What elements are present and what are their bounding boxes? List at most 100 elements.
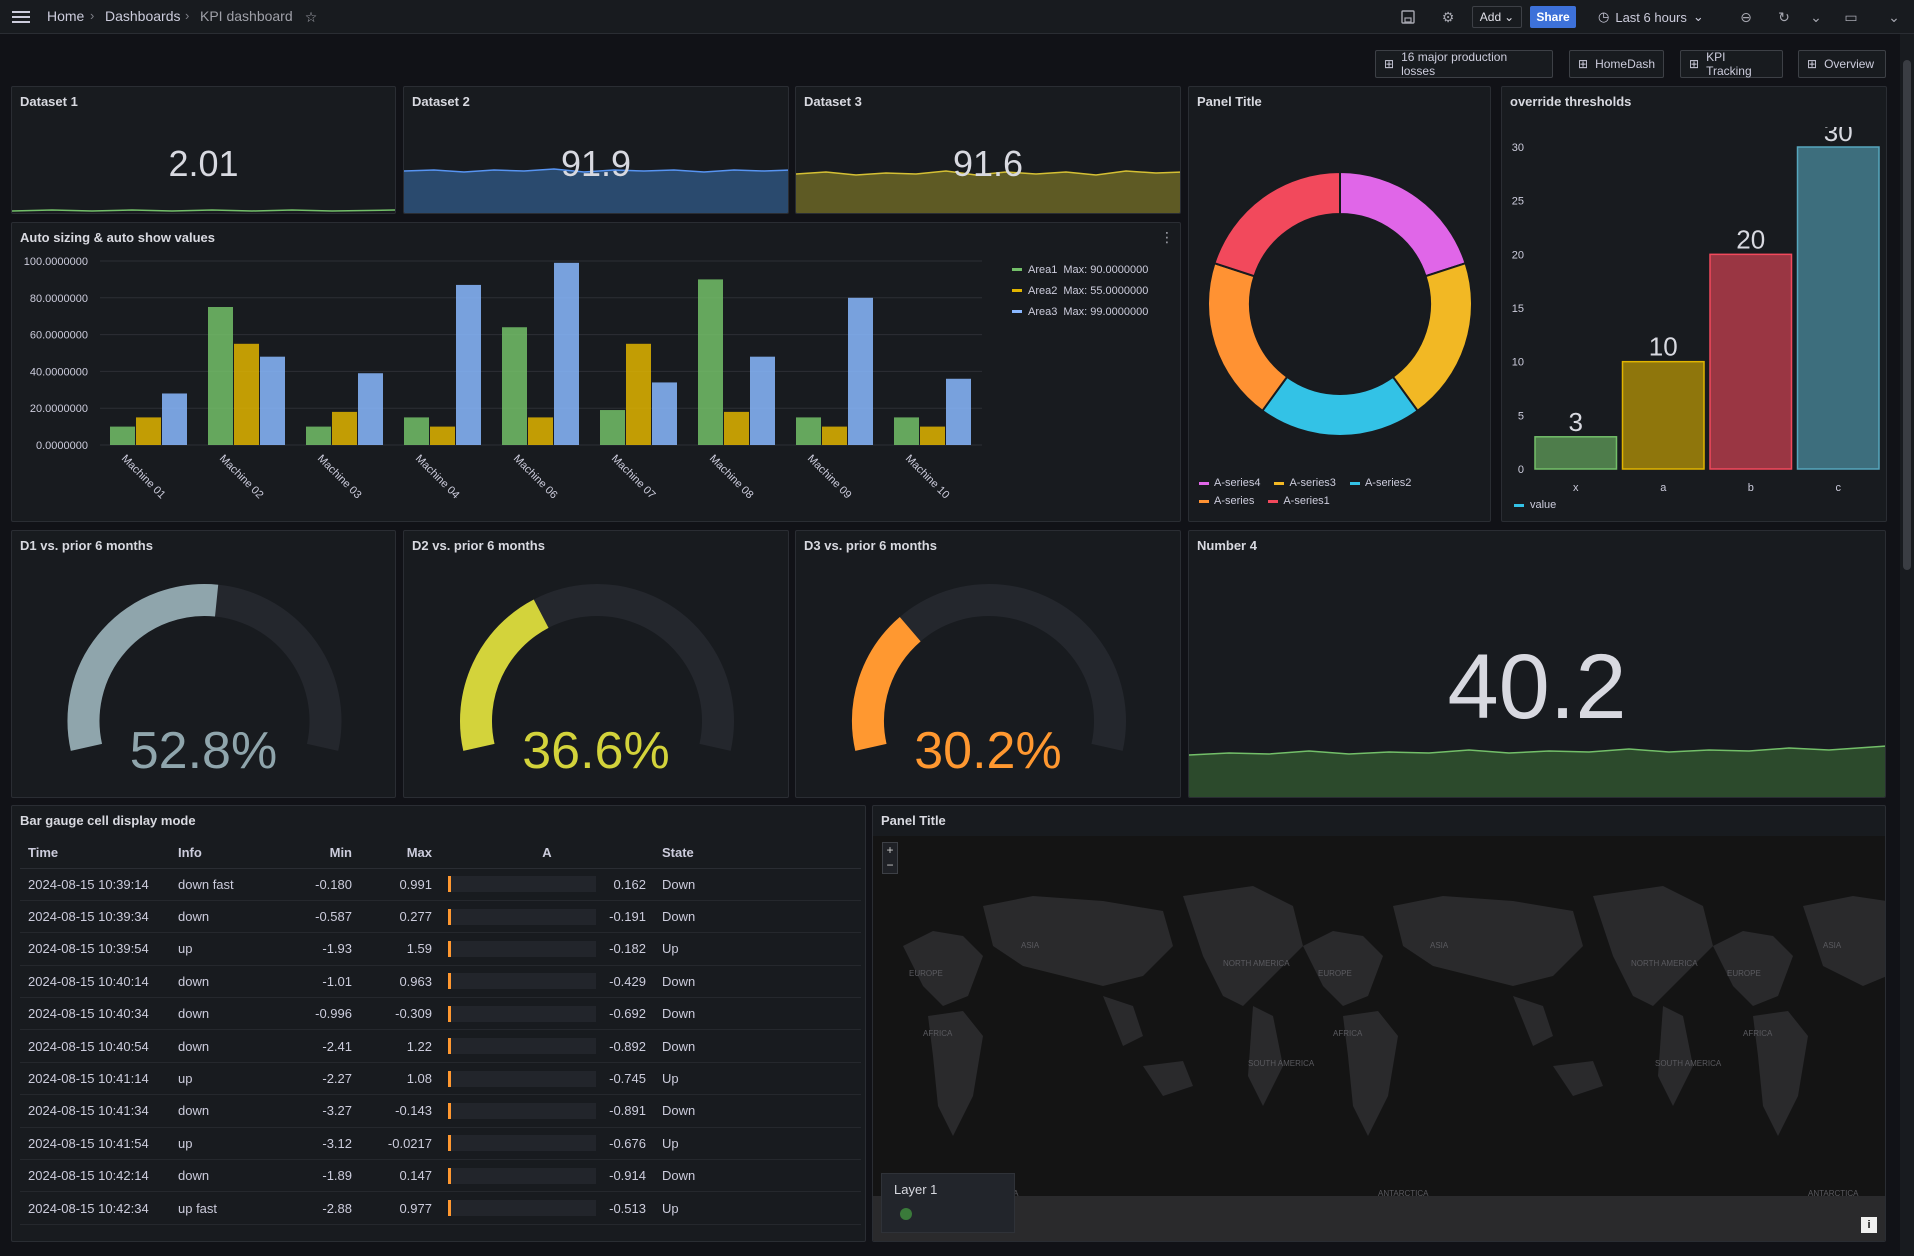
bar-area1[interactable] — [698, 279, 723, 445]
info-icon[interactable]: i — [1861, 1217, 1877, 1233]
gauge-panel-d1[interactable]: D1 vs. prior 6 months 52.8% — [11, 530, 396, 798]
legend-item[interactable]: A-series4 — [1199, 477, 1260, 489]
donut-slice-a-series3[interactable] — [1391, 261, 1473, 413]
table-row[interactable]: 2024-08-15 10:39:34 down -0.587 0.277 -0.191… — [20, 900, 861, 934]
col-info[interactable]: Info — [170, 838, 260, 869]
donut-panel[interactable]: Panel Title A-series4 A-series3 A-series… — [1188, 86, 1491, 522]
table-row[interactable]: 2024-08-15 10:41:54 up -3.12 -0.0217 -0.676 U… — [20, 1127, 861, 1161]
donut-slice-a-series4[interactable] — [1339, 170, 1467, 278]
breadcrumb-dashboards[interactable]: Dashboards — [105, 8, 181, 24]
bar-area1[interactable] — [600, 410, 625, 445]
chevron-down-icon[interactable]: ⌄ — [1888, 8, 1900, 25]
stat-panel-dataset-2[interactable]: Dataset 2 91.9 — [403, 86, 789, 214]
refresh-icon[interactable]: ↻ — [1778, 8, 1790, 25]
legend-item[interactable]: A-series — [1199, 495, 1254, 507]
threshold-bar[interactable] — [1709, 253, 1793, 470]
col-min[interactable]: Min — [260, 838, 360, 869]
table-row[interactable]: 2024-08-15 10:40:54 down -2.41 1.22 -0.892 Do… — [20, 1029, 861, 1063]
legend-item[interactable]: A-series1 — [1268, 495, 1330, 507]
bar-area3[interactable] — [260, 356, 285, 445]
threshold-bar[interactable] — [1796, 146, 1880, 470]
table-row[interactable]: 2024-08-15 10:42:14 down -1.89 0.147 -0.914 D… — [20, 1159, 861, 1193]
donut-slice-a-series1[interactable] — [1213, 170, 1341, 278]
legend-item[interactable]: Area2 Max: 55.0000000 — [1012, 280, 1148, 301]
table-row[interactable]: 2024-08-15 10:40:34 down -0.996 -0.309 -0.69… — [20, 997, 861, 1031]
add-button[interactable]: Add ⌄ — [1472, 6, 1522, 28]
scrollbar-thumb[interactable] — [1903, 60, 1911, 570]
bar-area3[interactable] — [946, 378, 971, 445]
dashboard-link-homedash[interactable]: ⊞ HomeDash — [1569, 50, 1664, 78]
share-button[interactable]: Share — [1530, 6, 1576, 28]
bar-area3[interactable] — [652, 382, 677, 445]
bar-area1[interactable] — [894, 417, 919, 445]
override-thresholds-panel[interactable]: override thresholds 30 25 20 15 10 5 0 3 x 10 a 20 b… — [1501, 86, 1887, 522]
bar-gauge-table-panel[interactable]: Bar gauge cell display mode Time Info Mi… — [11, 805, 866, 1242]
table-row[interactable]: 2024-08-15 10:41:34 down -3.27 -0.143 -0.891… — [20, 1094, 861, 1128]
donut-slice-a-series2[interactable] — [1261, 375, 1419, 437]
save-icon[interactable] — [1397, 6, 1419, 28]
map-panel[interactable]: Panel Title EUROPE — [872, 805, 1886, 1242]
bar-gauge — [448, 1102, 596, 1119]
bar-area2[interactable] — [332, 411, 357, 445]
col-a[interactable]: A — [440, 838, 654, 869]
legend-item[interactable]: Area1 Max: 90.0000000 — [1012, 259, 1148, 280]
x-tick-label: Machine 01 — [119, 453, 168, 502]
bar-area2[interactable] — [136, 417, 161, 445]
time-range-picker[interactable]: ◷ Last 6 hours ⌄ — [1598, 6, 1758, 28]
bar-area1[interactable] — [796, 417, 821, 445]
bar-area2[interactable] — [724, 411, 749, 445]
table-row[interactable]: 2024-08-15 10:39:54 up -1.93 1.59 -0.182 Up — [20, 932, 861, 966]
dashboard-link-overview[interactable]: ⊞ Overview — [1798, 50, 1886, 78]
bar-area1[interactable] — [502, 327, 527, 445]
bar-area1[interactable] — [306, 426, 331, 445]
legend-item[interactable]: A-series2 — [1349, 477, 1411, 489]
bar-area3[interactable] — [456, 284, 481, 445]
bar-area2[interactable] — [430, 426, 455, 445]
bar-area3[interactable] — [358, 373, 383, 445]
bar-area2[interactable] — [626, 343, 651, 445]
bar-area3[interactable] — [848, 297, 873, 445]
bar-area1[interactable] — [110, 426, 135, 445]
col-time[interactable]: Time — [20, 838, 170, 869]
gauge-panel-d3[interactable]: D3 vs. prior 6 months 30.2% — [795, 530, 1181, 798]
world-map[interactable]: EUROPE ASIA AFRICA NORTH AMERICA SOUTH A… — [873, 836, 1886, 1242]
number4-panel[interactable]: Number 4 40.2 — [1188, 530, 1886, 798]
stat-panel-dataset-3[interactable]: Dataset 3 91.6 — [795, 86, 1181, 214]
threshold-bar[interactable] — [1621, 360, 1705, 470]
bar-area1[interactable] — [208, 307, 233, 445]
legend-item[interactable]: Area3 Max: 99.0000000 — [1012, 301, 1148, 322]
bar-area1[interactable] — [404, 417, 429, 445]
table-row[interactable]: 2024-08-15 10:40:14 down -1.01 0.963 -0.429 D… — [20, 965, 861, 999]
bar-area3[interactable] — [554, 262, 579, 445]
table-row[interactable]: 2024-08-15 10:39:14 down fast -0.180 0.991 0… — [20, 868, 861, 901]
gauge-panel-d2[interactable]: D2 vs. prior 6 months 36.6% — [403, 530, 789, 798]
bar-area2[interactable] — [920, 426, 945, 445]
star-icon[interactable]: ☆ — [304, 8, 318, 25]
donut-slice-a-series[interactable] — [1207, 261, 1289, 413]
menu-icon[interactable] — [10, 6, 32, 28]
chevron-down-icon[interactable]: ⌄ — [1810, 8, 1822, 25]
gear-icon[interactable]: ⚙ — [1441, 8, 1455, 25]
col-state[interactable]: State — [654, 838, 861, 869]
bar-area2[interactable] — [234, 343, 259, 445]
stat-panel-dataset-1[interactable]: Dataset 1 2.01 — [11, 86, 396, 214]
bar-area3[interactable] — [162, 393, 187, 445]
bar-area3[interactable] — [750, 356, 775, 445]
bar-area2[interactable] — [528, 417, 553, 445]
tv-mode-icon[interactable]: ▭ — [1844, 8, 1858, 25]
zoom-out-button[interactable]: − — [886, 858, 894, 872]
bar-chart-panel[interactable]: Auto sizing & auto show values ⋮ 100.000… — [11, 222, 1181, 522]
bar-area2[interactable] — [822, 426, 847, 445]
breadcrumb-home[interactable]: Home — [47, 8, 85, 24]
dashboard-link-production-losses[interactable]: ⊞ 16 major production losses — [1375, 50, 1553, 78]
legend-item[interactable]: value — [1514, 499, 1556, 511]
zoom-in-button[interactable]: + — [886, 843, 894, 857]
threshold-bar[interactable] — [1534, 436, 1618, 470]
panel-menu-icon[interactable]: ⋮ — [1160, 229, 1174, 245]
table-row[interactable]: 2024-08-15 10:41:14 up -2.27 1.08 -0.745 Up — [20, 1062, 861, 1096]
dashboard-link-kpi-tracking[interactable]: ⊞ KPI Tracking — [1680, 50, 1783, 78]
zoom-out-icon[interactable]: ⊖ — [1740, 8, 1752, 25]
table-row[interactable]: 2024-08-15 10:42:34 up fast -2.88 0.977 -0.5… — [20, 1191, 861, 1225]
legend-item[interactable]: A-series3 — [1274, 477, 1336, 489]
col-max[interactable]: Max — [360, 838, 440, 869]
